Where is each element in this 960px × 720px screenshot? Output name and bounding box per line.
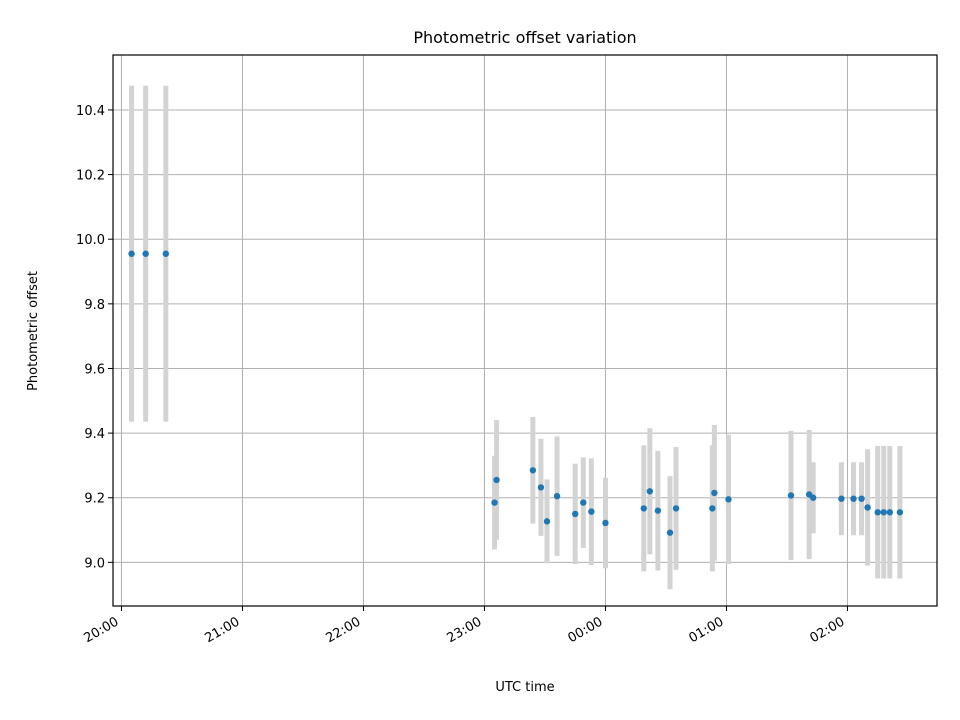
y-axis-ticks: 9.0 9.2 9.4 9.6 9.8 10.0 10.2 10.4 (76, 104, 113, 571)
data-point (491, 499, 498, 506)
y-tick-label: 9.8 (84, 298, 105, 313)
data-point (725, 496, 732, 503)
data-point (543, 518, 551, 525)
data-point (162, 250, 170, 257)
data-point (142, 250, 149, 257)
y-tick-label: 10.2 (76, 169, 105, 184)
data-point (588, 508, 595, 515)
data-point (537, 484, 545, 491)
data-point (640, 505, 647, 512)
data-point (493, 476, 500, 484)
data-point (711, 489, 718, 497)
data-point (553, 492, 561, 500)
data-point (896, 509, 904, 516)
data-point (602, 519, 609, 527)
data-point (874, 509, 881, 516)
data-point (654, 507, 662, 514)
data-point (580, 499, 587, 506)
data-markers (128, 250, 904, 536)
data-point (838, 495, 845, 502)
data-point (666, 529, 674, 536)
data-point (529, 467, 537, 474)
data-point (858, 495, 865, 502)
y-tick-label: 10.4 (76, 104, 105, 119)
y-tick-label: 9.6 (84, 362, 105, 377)
x-axis-label: UTC time (495, 680, 554, 695)
data-point (850, 495, 857, 502)
data-point (787, 492, 795, 499)
grid-lines (113, 55, 937, 606)
data-point (572, 510, 579, 518)
data-point (709, 505, 716, 512)
data-point (886, 509, 894, 516)
y-tick-label: 9.4 (84, 427, 105, 442)
y-axis-label: Photometric offset (26, 271, 41, 391)
data-point (880, 509, 887, 516)
data-point (864, 504, 871, 511)
y-tick-label: 9.2 (84, 492, 105, 507)
y-tick-label: 9.0 (84, 556, 105, 571)
data-point (809, 494, 817, 501)
chart-title: Photometric offset variation (413, 28, 636, 47)
plot-frame (112, 54, 938, 607)
data-point (128, 250, 135, 257)
data-point (672, 505, 680, 512)
y-tick-label: 10.0 (76, 233, 105, 248)
data-point (646, 488, 654, 495)
